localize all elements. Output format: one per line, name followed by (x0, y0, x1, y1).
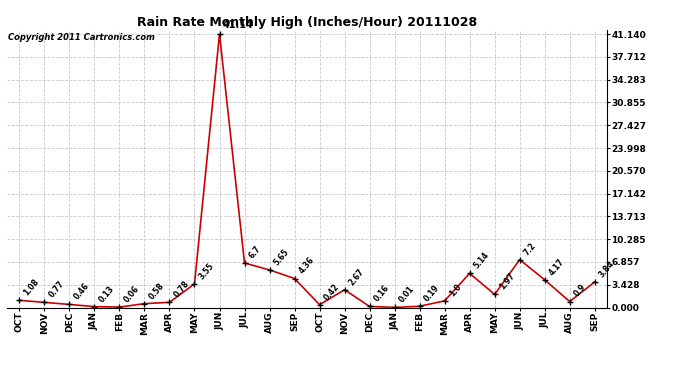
Text: 0.16: 0.16 (373, 284, 391, 304)
Text: 3.84: 3.84 (598, 259, 616, 279)
Text: 0.06: 0.06 (122, 284, 141, 304)
Text: 0.13: 0.13 (97, 284, 116, 304)
Text: 0.9: 0.9 (573, 283, 588, 299)
Text: 4.17: 4.17 (547, 257, 566, 277)
Text: 0.19: 0.19 (422, 284, 441, 303)
Text: 7.2: 7.2 (522, 241, 538, 257)
Text: 0.58: 0.58 (147, 281, 166, 301)
Text: 41.14: 41.14 (222, 20, 253, 30)
Text: 0.42: 0.42 (322, 282, 341, 302)
Text: 6.7: 6.7 (247, 244, 263, 260)
Text: 0.78: 0.78 (172, 279, 191, 300)
Text: 2.67: 2.67 (347, 267, 366, 287)
Text: 0.01: 0.01 (397, 285, 416, 304)
Text: 4.36: 4.36 (297, 256, 316, 276)
Text: 0.46: 0.46 (72, 282, 91, 302)
Text: 1.08: 1.08 (22, 278, 41, 297)
Text: 5.14: 5.14 (473, 251, 491, 271)
Text: 1.97: 1.97 (497, 272, 516, 292)
Text: 3.55: 3.55 (197, 261, 216, 281)
Text: 0.77: 0.77 (47, 279, 66, 300)
Text: Copyright 2011 Cartronics.com: Copyright 2011 Cartronics.com (8, 33, 155, 42)
Title: Rain Rate Monthly High (Inches/Hour) 20111028: Rain Rate Monthly High (Inches/Hour) 201… (137, 16, 477, 29)
Text: 1.0: 1.0 (447, 282, 463, 298)
Text: 5.65: 5.65 (273, 248, 291, 267)
